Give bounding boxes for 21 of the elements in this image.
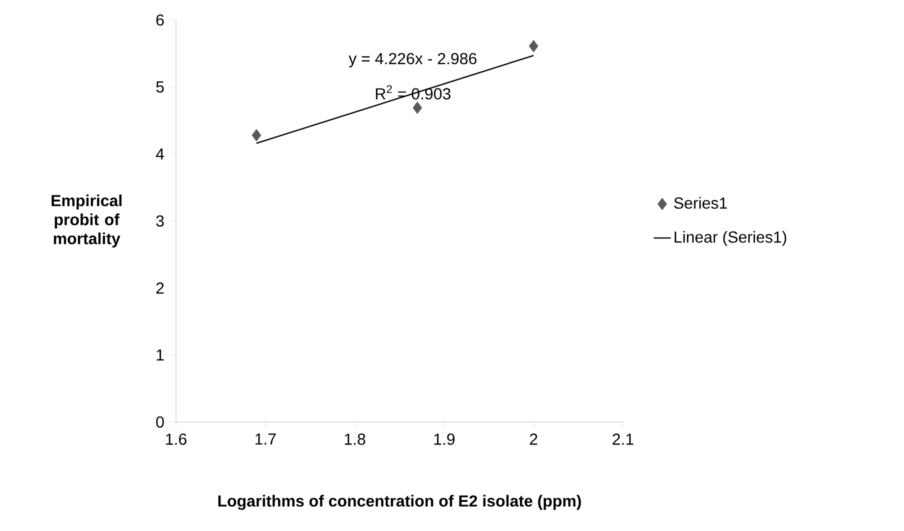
point (412, 102, 422, 114)
x-tick-label: 2.1 (612, 434, 634, 445)
y-axis-title: Empirical probit of mortality (52, 194, 122, 248)
point (528, 40, 538, 52)
y-tick-label: 0 (156, 416, 164, 428)
x-axis-title: Logarithms of concentration of E2 isolate (ppm) (218, 494, 581, 510)
x-tick-label: 1.7 (256, 434, 276, 445)
y-tick-label: 5 (156, 81, 164, 93)
x-tick-label: 1.6 (166, 434, 186, 445)
legend-label: Series1 (674, 197, 727, 209)
legend-label: Linear (Series1) (674, 231, 786, 246)
x-tick-label: 2 (530, 434, 538, 445)
y-tick-label: 6 (156, 14, 164, 26)
x-tick-label: 1.9 (434, 434, 455, 445)
y-tick-label: 2 (156, 282, 164, 294)
y-tick-label: 4 (156, 148, 164, 160)
y-tick-label: 3 (156, 215, 164, 227)
point (252, 129, 262, 142)
x-tick-label: 1.8 (344, 434, 366, 445)
y-tick-label: 1 (156, 349, 164, 361)
annotation: y = 4.226x - 2.986 (348, 52, 476, 68)
